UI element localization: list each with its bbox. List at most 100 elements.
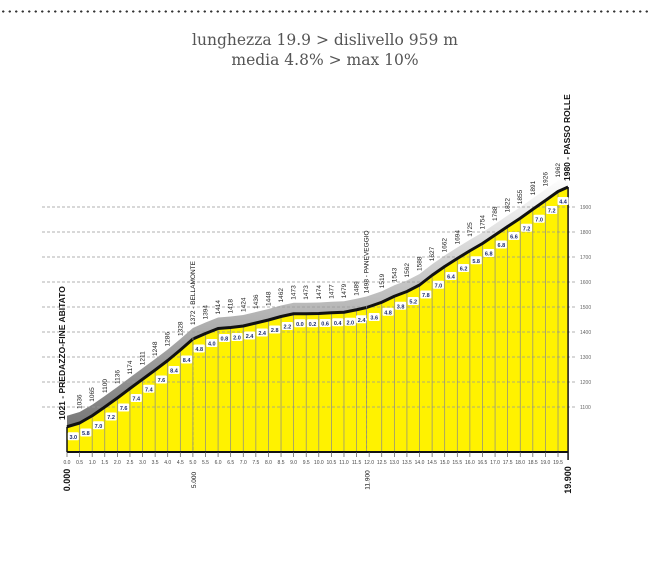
gradient-badge: [445, 272, 457, 280]
gradient-badge: [130, 394, 142, 402]
gradient-badge: [407, 297, 419, 305]
gradient-label: 7.8: [422, 293, 430, 299]
gradient-badge: [105, 412, 117, 421]
gradient-label: 7.4: [145, 387, 154, 393]
gradient-badge: [420, 290, 432, 299]
x-tick-label: 2.0: [114, 460, 121, 466]
elevation-label: 1211: [140, 351, 147, 365]
gradient-badge: [368, 313, 380, 321]
elevation-label: 1436: [253, 294, 260, 309]
elevation-label: 1662: [442, 238, 449, 253]
x-tick-label: 6.0: [215, 460, 222, 466]
waypoint-km-label: 19.900: [563, 466, 573, 494]
dotted-separator: [0, 10, 650, 13]
x-tick-label: 11.0: [339, 460, 349, 466]
gradient-badge: [155, 375, 167, 384]
gradient-badge: [458, 264, 470, 272]
x-tick-label: 8.5: [278, 460, 285, 466]
gradient-label: 7.4: [132, 397, 141, 403]
gradient-label: 0.4: [334, 321, 343, 327]
gradient-label: 7.0: [535, 217, 543, 223]
x-tick-label: 15.5: [452, 460, 462, 466]
gradient-badge: [269, 325, 281, 334]
gradient-badge: [80, 428, 92, 437]
x-tick-label: 9.0: [290, 460, 297, 466]
elevation-label: 1174: [127, 360, 134, 374]
gradient-label: 3.0: [69, 435, 77, 441]
elevation-label: 1543: [391, 267, 398, 282]
x-tick-label: 5.5: [202, 460, 209, 466]
x-tick-label: 19.5: [553, 460, 563, 466]
gradient-label: 7.0: [435, 283, 443, 289]
gradient-badge: [470, 256, 482, 265]
gradient-label: 4.4: [559, 200, 568, 206]
gradient-label: 2.4: [246, 334, 255, 340]
elevation-label: 1694: [454, 230, 461, 245]
x-tick-label: 9.5: [303, 460, 310, 466]
y-tick-label: 1700: [580, 255, 591, 261]
waypoint-label: 1372 - BELLAMONTE: [190, 260, 197, 325]
gradient-label: 5.2: [409, 300, 417, 306]
elevation-label: 1479: [341, 283, 348, 298]
y-tick-label: 1100: [580, 405, 591, 411]
gradient-label: 8.4: [183, 358, 192, 364]
elevation-label: 1394: [202, 305, 209, 320]
gradient-badge: [319, 319, 331, 327]
x-tick-label: 17.0: [490, 460, 500, 466]
profile-summary-gradient: media 4.8% > max 10%: [231, 51, 419, 69]
gradient-badge: [495, 240, 507, 249]
gradient-badge: [508, 232, 520, 240]
gradient-label: 6.2: [460, 267, 468, 273]
waypoint-km-label: 5.000: [191, 471, 198, 488]
gradient-badge: [218, 334, 230, 342]
gradient-badge: [118, 403, 130, 412]
elevation-label: 1489: [354, 281, 361, 296]
x-tick-label: 3.5: [152, 460, 159, 466]
x-tick-label: 8.0: [265, 460, 272, 466]
x-tick-label: 1.0: [89, 460, 96, 466]
y-tick-label: 1300: [580, 355, 591, 361]
x-tick-label: 12.0: [364, 460, 374, 466]
elevation-label: 1065: [89, 387, 96, 402]
waypoint-label: 1021 - PREDAZZO-FINE ABITATO: [57, 286, 67, 420]
gradient-label: 4.8: [195, 347, 203, 353]
elevation-label: 1462: [278, 288, 285, 303]
x-tick-label: 7.5: [252, 460, 259, 466]
elevation-label: 1424: [240, 297, 247, 312]
x-tick-label: 6.5: [227, 460, 234, 466]
elevation-label: 1588: [417, 256, 424, 271]
gradient-label: 6.8: [485, 252, 493, 258]
x-tick-label: 17.5: [503, 460, 513, 466]
gradient-label: 2.0: [233, 336, 241, 342]
y-tick-label: 1200: [580, 380, 591, 386]
gradient-label: 2.2: [283, 325, 291, 331]
gradient-badge: [382, 307, 394, 316]
elevation-label: 1926: [542, 172, 549, 187]
elevation-label: 1036: [77, 394, 84, 409]
gradient-badge: [231, 333, 243, 341]
x-tick-label: 13.5: [402, 460, 412, 466]
waypoint-label: 1498 - PANEVEGGIO: [364, 230, 371, 293]
gradient-badge: [356, 315, 368, 324]
x-tick-label: 10.5: [327, 460, 337, 466]
elevation-label: 1788: [492, 206, 499, 221]
gradient-label: 5.8: [472, 259, 480, 265]
gradient-label: 8.4: [170, 369, 179, 375]
gradient-label: 2.8: [271, 328, 279, 334]
x-tick-label: 4.5: [177, 460, 184, 466]
gradient-badge: [395, 301, 407, 310]
x-tick-label: 5.0: [189, 460, 196, 466]
gradient-label: 0.6: [321, 322, 329, 328]
gradient-badge: [332, 318, 344, 327]
y-tick-label: 1600: [580, 280, 591, 286]
elevation-label: 1286: [165, 332, 172, 347]
elevation-label: 1248: [152, 341, 159, 356]
gradient-label: 7.0: [95, 424, 103, 430]
gradient-label: 7.2: [523, 226, 531, 232]
waypoint-label: 1980 - PASSO ROLLE: [562, 94, 572, 181]
x-tick-label: 3.0: [139, 460, 146, 466]
gradient-badge: [206, 339, 218, 347]
gradient-label: 0.8: [221, 337, 229, 343]
y-tick-label: 1800: [580, 230, 591, 236]
